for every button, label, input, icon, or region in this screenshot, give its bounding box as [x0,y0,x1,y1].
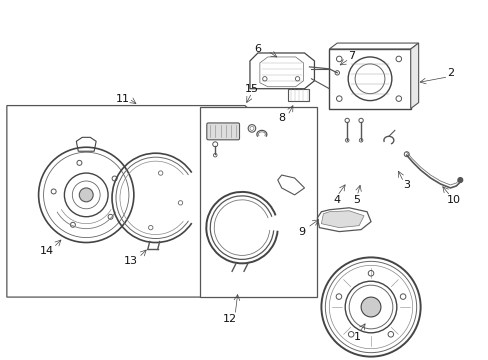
Polygon shape [321,211,364,228]
Text: 4: 4 [333,195,340,205]
FancyBboxPatch shape [206,123,239,140]
Text: 6: 6 [254,44,261,54]
Text: 15: 15 [244,84,259,94]
Text: 1: 1 [353,332,360,342]
Text: 9: 9 [297,226,305,237]
Text: 13: 13 [123,256,138,266]
Text: 8: 8 [278,113,285,123]
Text: 14: 14 [40,247,54,256]
Text: 2: 2 [446,68,453,78]
Bar [200,107,317,297]
Circle shape [360,297,380,317]
Circle shape [457,177,462,183]
Polygon shape [410,43,418,109]
Text: 7: 7 [347,51,354,61]
Text: 10: 10 [446,195,459,205]
Text: 11: 11 [116,94,130,104]
Text: 5: 5 [353,195,360,205]
Text: 3: 3 [403,180,409,190]
Text: 12: 12 [223,314,237,324]
Circle shape [79,188,93,202]
